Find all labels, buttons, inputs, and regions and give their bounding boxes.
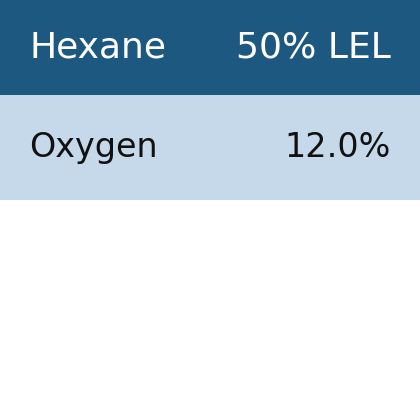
Bar: [0, 0, 420, 95]
Bar: [0, 95, 420, 200]
Text: 50% LEL: 50% LEL: [236, 31, 391, 65]
Text: Hexane: Hexane: [29, 31, 166, 65]
Text: Oxygen: Oxygen: [29, 131, 158, 164]
Text: 12.0%: 12.0%: [284, 131, 391, 164]
